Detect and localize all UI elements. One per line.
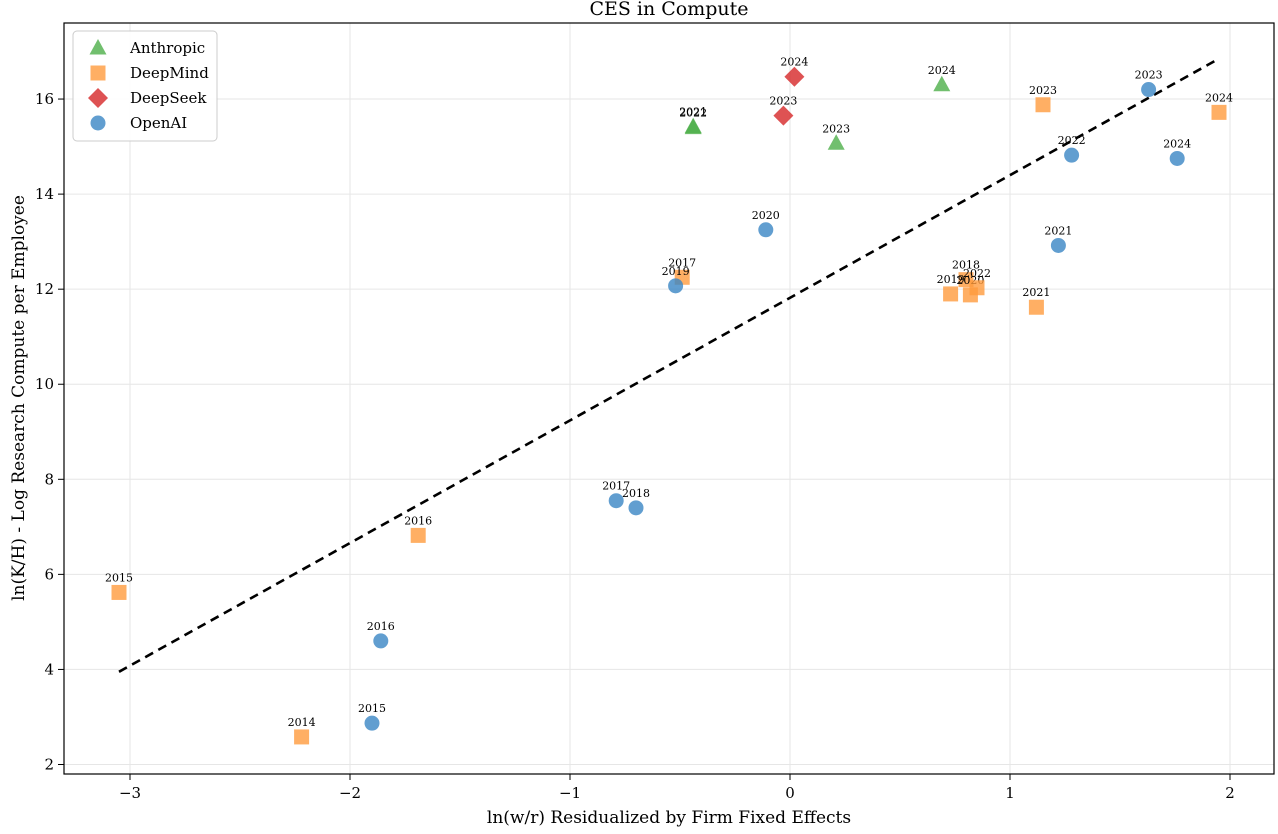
anthropic-point — [933, 75, 951, 92]
legend-deepmind-label: DeepMind — [130, 64, 209, 82]
x-tick-label: 2 — [1225, 784, 1235, 802]
openai-point-label: 2019 — [662, 265, 690, 278]
deepmind-point — [1028, 299, 1044, 315]
y-tick-label: 12 — [35, 280, 54, 298]
deepmind-point-label: 2016 — [404, 514, 432, 527]
openai-point-label: 2024 — [1163, 137, 1191, 150]
y-tick-label: 6 — [44, 565, 54, 583]
deepmind-point-label: 2014 — [288, 716, 316, 729]
deepseek-point-label: 2024 — [780, 56, 808, 69]
y-tick-label: 16 — [35, 90, 54, 108]
x-tick-label: 0 — [785, 784, 795, 802]
fit-line-group — [118, 57, 1220, 673]
openai-point — [628, 500, 644, 516]
plot-frame — [63, 22, 1275, 775]
deepmind-point-label: 2019 — [937, 273, 965, 286]
openai-point — [1141, 82, 1157, 98]
deepseek-point — [773, 105, 794, 126]
deepmind-point — [111, 584, 127, 600]
x-tick-label: −3 — [119, 784, 141, 802]
anthropic-point-label: 2022 — [679, 107, 707, 120]
deepmind-point — [943, 286, 959, 302]
deepmind-point-label: 2017 — [668, 256, 696, 269]
deepmind-point-label: 2023 — [1029, 84, 1057, 97]
deepseek-point-label: 2023 — [769, 95, 797, 108]
openai-point-label: 2022 — [1058, 134, 1086, 147]
anthropic-point-label: 2021 — [679, 106, 707, 119]
y-tick-label: 10 — [35, 375, 54, 393]
legend-box — [72, 30, 218, 142]
x-tick-label: −2 — [339, 784, 361, 802]
x-tick-label: −1 — [559, 784, 581, 802]
deepmind-point-label: 2024 — [1205, 91, 1233, 104]
openai-point-label: 2023 — [1135, 69, 1163, 82]
legend: Anthropic DeepMind DeepSeek OpenAI — [72, 30, 218, 142]
y-tick-label: 8 — [44, 470, 54, 488]
openai-point-label: 2020 — [752, 209, 780, 222]
openai-point — [668, 278, 684, 294]
x-tick-label: 1 — [1005, 784, 1015, 802]
deepmind-point-label: 2022 — [963, 267, 991, 280]
openai-point — [364, 715, 380, 731]
anthropic-point — [684, 118, 702, 135]
deepmind-point — [1035, 97, 1051, 113]
openai-point — [608, 493, 624, 509]
openai-point — [1169, 150, 1185, 166]
anthropic-point-label: 2024 — [928, 64, 956, 77]
deepmind-point — [294, 729, 310, 745]
anthropic-point-label: 2023 — [822, 122, 850, 135]
openai-point — [1064, 147, 1080, 163]
x-axis-label: ln(w/r) Residualized by Firm Fixed Effec… — [487, 808, 851, 828]
legend-deepmind-marker — [90, 65, 106, 81]
legend-anthropic-label: Anthropic — [129, 39, 205, 57]
chart-title: CES in Compute — [589, 0, 748, 20]
y-tick-label: 2 — [44, 755, 54, 773]
openai-point — [373, 633, 389, 649]
fit-line — [118, 57, 1220, 673]
openai-point-label: 2018 — [622, 487, 650, 500]
legend-deepseek-label: DeepSeek — [130, 89, 207, 107]
anthropic-point — [827, 134, 845, 150]
legend-anthropic-marker — [89, 39, 107, 55]
openai-point-label: 2015 — [358, 702, 386, 715]
legend-openai-marker — [90, 115, 106, 131]
deepmind-point — [969, 280, 985, 296]
y-axis-label: ln(K/H) - Log Research Compute per Emplo… — [9, 195, 29, 601]
openai-point-label: 2021 — [1044, 224, 1072, 237]
deepmind-point-label: 2018 — [952, 259, 980, 272]
deepseek-point — [784, 66, 805, 87]
openai-point — [1050, 237, 1066, 253]
deepmind-point-label: 2015 — [105, 571, 133, 584]
legend-openai-label: OpenAI — [130, 114, 187, 132]
deepmind-point — [410, 527, 426, 543]
y-tick-label: 14 — [35, 185, 54, 203]
legend-deepseek-marker — [88, 88, 108, 108]
openai-point-label: 2016 — [367, 620, 395, 633]
openai-point — [758, 222, 774, 238]
openai-point-label: 2017 — [602, 480, 630, 493]
deepmind-point-label: 2021 — [1022, 286, 1050, 299]
deepmind-point — [1211, 104, 1227, 120]
grid — [64, 23, 1274, 774]
y-tick-label: 4 — [44, 660, 54, 678]
